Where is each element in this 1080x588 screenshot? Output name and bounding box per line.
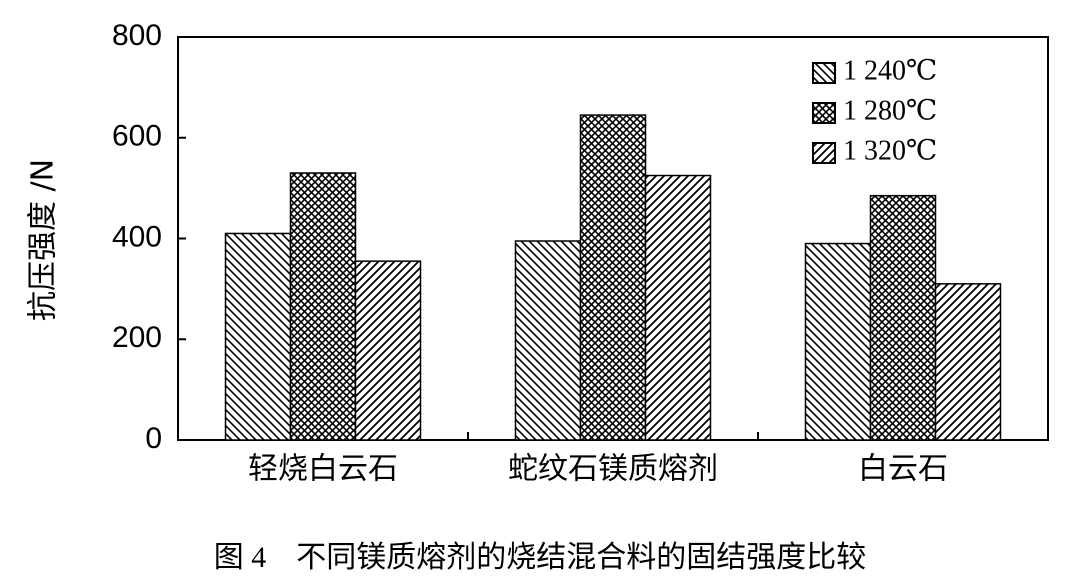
y-tick-label: 400 xyxy=(112,220,162,253)
y-tick-label: 600 xyxy=(112,120,162,153)
legend-swatch xyxy=(812,62,836,84)
x-tick-label: 白云石 xyxy=(858,452,948,487)
legend-swatch xyxy=(812,102,836,124)
bar xyxy=(514,240,582,441)
caption: 图 4 不同镁质熔剂的烧结混合料的固结强度比较 xyxy=(214,541,867,574)
y-tick-label: 200 xyxy=(112,321,162,354)
legend-label: 1 240℃ xyxy=(843,55,937,86)
bar xyxy=(354,260,422,441)
y-axis-label: 抗压强度 /N xyxy=(26,159,61,321)
bar xyxy=(579,114,647,441)
legend-label: 1 280℃ xyxy=(843,95,937,126)
bar xyxy=(644,174,712,441)
bar xyxy=(804,242,872,441)
x-tick-label: 蛇纹石镁质熔剂 xyxy=(508,452,718,487)
x-tick-label: 轻烧白云石 xyxy=(248,452,398,487)
bar xyxy=(224,232,292,441)
y-tick-label: 800 xyxy=(112,19,162,52)
legend-swatch xyxy=(812,142,836,164)
bar xyxy=(934,283,1002,441)
legend-label: 1 320℃ xyxy=(843,135,937,166)
bar xyxy=(869,194,937,441)
bar xyxy=(289,172,357,441)
y-tick-label: 0 xyxy=(145,422,162,455)
